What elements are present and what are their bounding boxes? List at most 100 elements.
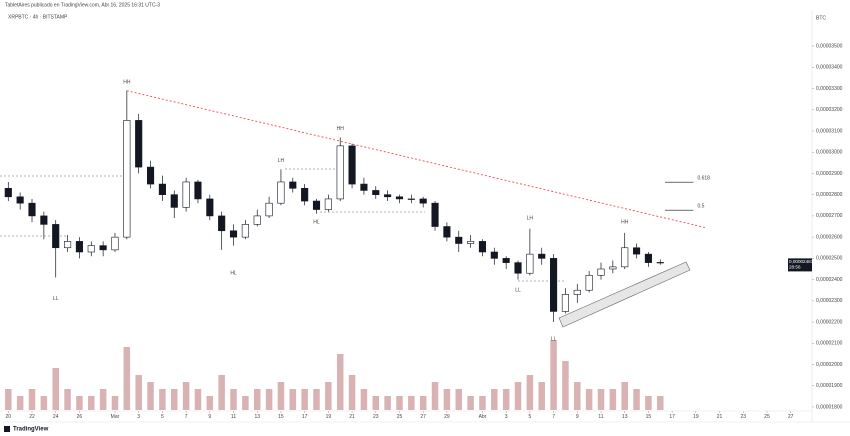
volume-bar	[502, 389, 510, 410]
volume-bar	[526, 375, 534, 410]
volume-bar	[301, 389, 308, 410]
x-tick-label: 3	[505, 414, 508, 420]
y-tick-label: 0,00002900	[816, 171, 843, 177]
volume-bar	[491, 389, 498, 410]
y-tick-label: 0,00002000	[816, 362, 843, 368]
candle-body	[621, 247, 629, 268]
candle-body	[64, 241, 72, 249]
volume-bar	[372, 396, 380, 410]
candle-body	[206, 198, 214, 217]
price-countdown: 28:56	[789, 265, 801, 270]
price-label-box	[788, 258, 812, 272]
volume-bar	[111, 396, 119, 410]
candle-body	[194, 181, 202, 200]
volume-bar	[52, 368, 59, 410]
volume-bar	[313, 389, 320, 410]
candle-body	[597, 268, 605, 276]
volume-bar	[182, 382, 190, 410]
candle-body	[135, 120, 143, 168]
x-tick-label: 5	[161, 414, 164, 420]
candle-body	[384, 194, 392, 198]
volume-bar	[325, 382, 332, 410]
volume-bar	[574, 382, 581, 410]
candle-body	[75, 241, 83, 253]
candle-body	[419, 198, 427, 204]
volume-bar	[28, 389, 36, 410]
x-tick-label: Abr	[479, 414, 487, 420]
x-tick-label: 25	[764, 414, 770, 420]
candle-body	[229, 230, 238, 238]
x-tick-label: 15	[646, 414, 652, 420]
y-tick-label: 0,00002200	[816, 319, 843, 325]
annotation: HL	[230, 271, 237, 277]
x-tick-label: 20	[6, 414, 12, 420]
volume-bar	[135, 375, 142, 410]
volume-bar	[443, 389, 451, 410]
currency: BTC	[816, 15, 826, 21]
y-tick-label: 0,00003200	[816, 107, 843, 113]
support-channel	[558, 261, 691, 328]
x-tick-label: 3	[137, 414, 140, 420]
candle-body	[123, 120, 131, 238]
y-tick-label: 0,00003400	[816, 65, 843, 71]
x-tick-label: 17	[302, 414, 308, 420]
volume-bar	[538, 382, 545, 410]
volume-bar	[159, 389, 166, 410]
y-tick-label: 0,00002300	[816, 298, 843, 304]
x-tick-label: 24	[53, 414, 59, 420]
x-tick-label: 25	[397, 414, 403, 420]
volume-bar	[633, 389, 640, 410]
candle-body	[99, 245, 107, 251]
annotation: LH	[278, 158, 285, 164]
footer-logo: TradingView	[13, 427, 49, 433]
volume-bar	[253, 389, 261, 410]
candle-body	[478, 241, 487, 253]
candle-body	[336, 145, 344, 200]
candle-body	[182, 181, 190, 208]
x-tick-label: 7	[552, 414, 555, 420]
candle-body	[455, 236, 463, 244]
candle-body	[111, 236, 119, 251]
volume-bar	[336, 354, 344, 410]
volume-bar	[562, 361, 569, 410]
candle-body	[644, 253, 652, 263]
x-tick-label: 9	[576, 414, 579, 420]
volume-bar	[230, 389, 237, 410]
annotation: HL	[313, 220, 320, 226]
candle-body	[312, 200, 321, 210]
y-tick-label: 0,00002600	[816, 234, 843, 240]
volume-bar	[645, 396, 652, 410]
volume-bar	[206, 396, 214, 410]
candle-body	[28, 202, 36, 217]
volume-bar	[597, 389, 605, 410]
candle-body	[16, 196, 24, 204]
candle-body	[146, 166, 155, 185]
candle-body	[277, 181, 285, 204]
candle-body	[170, 194, 178, 208]
annotation: LL	[551, 336, 557, 342]
x-tick-label: 29	[444, 414, 450, 420]
fib-label: 0.618	[697, 175, 710, 181]
volume-bar	[194, 389, 202, 410]
x-tick-label: 19	[693, 414, 699, 420]
x-tick-label: 23	[373, 414, 379, 420]
candle-body	[40, 215, 48, 225]
candle-body	[324, 198, 332, 210]
fib-label: 0.5	[697, 204, 704, 210]
volume-bar	[242, 396, 249, 410]
x-tick-label: 9	[208, 414, 211, 420]
y-tick-label: 0,00002500	[816, 256, 843, 262]
x-tick-label: 15	[278, 414, 284, 420]
candle-body	[502, 258, 510, 263]
volume-bar	[289, 389, 297, 410]
candle-body	[431, 202, 439, 227]
volume-bar	[147, 382, 154, 410]
volume-bar	[40, 396, 48, 410]
volume-bar	[277, 382, 285, 410]
x-tick-label: 13	[622, 414, 628, 420]
x-tick-label: 7	[185, 414, 188, 420]
candle-body	[585, 275, 593, 291]
volume-bar	[348, 375, 356, 410]
